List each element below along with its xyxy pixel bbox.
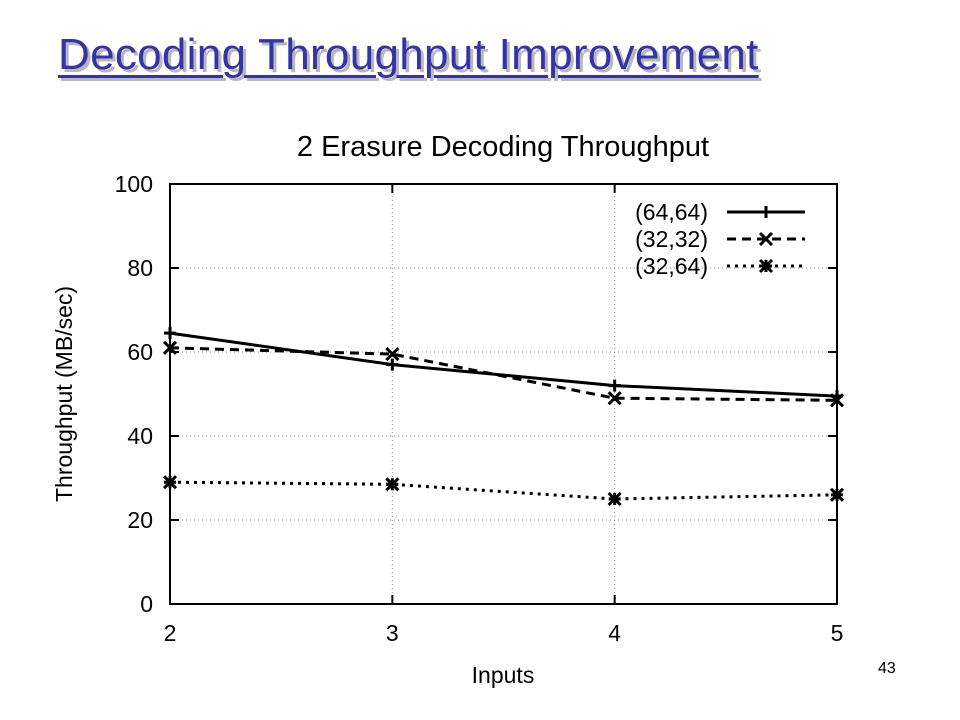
data-point-marker <box>607 391 622 406</box>
marker-stroke <box>758 231 774 247</box>
marker-stroke <box>607 391 622 406</box>
data-point-marker <box>386 358 399 371</box>
chart-title: 2 Erasure Decoding Throughput <box>297 131 709 163</box>
y-tick-label: 0 <box>140 591 153 617</box>
x-tick-label: 2 <box>164 620 177 646</box>
y-tick-label: 20 <box>127 507 153 533</box>
series-line-1 <box>169 346 838 402</box>
grid-lines <box>170 184 837 604</box>
x-axis-label: Inputs <box>472 662 535 688</box>
legend-label: (64,64) <box>635 199 708 225</box>
data-point-marker <box>162 475 178 490</box>
legend-label: (32,32) <box>635 226 708 252</box>
legend-label: (32,64) <box>635 253 708 279</box>
x-tick-label: 5 <box>831 620 844 646</box>
legend-marker <box>758 231 774 247</box>
marker-stroke <box>162 340 178 355</box>
series-line-0 <box>169 331 838 398</box>
x-tick-label: 4 <box>608 620 621 646</box>
marker-stroke <box>385 347 400 362</box>
data-point-marker <box>164 327 176 340</box>
data-point-marker <box>162 340 178 355</box>
page-number: 43 <box>878 660 896 677</box>
legend: (64,64)(32,32)(32,64) <box>635 199 805 279</box>
data-point-marker <box>385 477 400 492</box>
data-point-marker <box>608 379 621 392</box>
data-point-marker <box>385 347 400 362</box>
y-tick-label: 40 <box>127 423 153 449</box>
data-point-marker <box>829 393 845 408</box>
plot-frame <box>169 183 838 605</box>
data-series <box>162 327 845 507</box>
x-tick-label: 3 <box>386 620 399 646</box>
y-tick-label: 60 <box>127 339 153 365</box>
legend-marker <box>760 206 772 218</box>
y-tick-label: 80 <box>127 255 153 281</box>
data-point-marker <box>829 487 845 502</box>
series-line-2 <box>169 480 838 501</box>
legend-marker <box>758 258 774 274</box>
y-axis-label: Throughput (MB/sec) <box>51 286 77 502</box>
slide-title: Decoding Throughput Improvement <box>58 30 759 79</box>
y-tick-label: 100 <box>115 171 153 197</box>
marker-stroke <box>829 393 845 408</box>
data-point-marker <box>607 491 622 507</box>
axis-ticks: 0 20 40 60 80 100 2 3 4 5 <box>115 171 844 646</box>
